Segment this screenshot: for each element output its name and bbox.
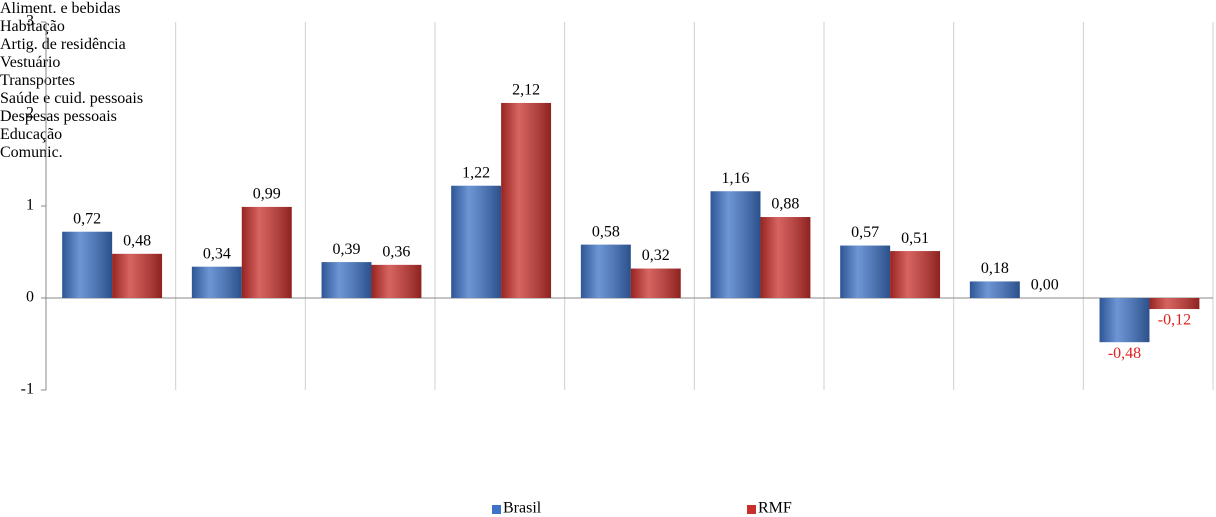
x-tick-label: Comunic. <box>0 144 63 161</box>
bar-shade <box>371 264 422 298</box>
y-tick-label: 3 <box>26 13 34 30</box>
value-label: 0,99 <box>253 186 281 203</box>
bar-shade <box>969 281 1020 298</box>
x-tick-label: Artig. de residência <box>0 36 126 53</box>
value-label: 0,51 <box>901 230 929 247</box>
value-label: 0,36 <box>382 244 410 261</box>
x-tick-label: Educação <box>0 126 63 143</box>
value-label: 2,12 <box>512 82 540 99</box>
x-tick-label: Habitação <box>0 18 65 35</box>
bar-shade <box>241 206 292 298</box>
x-tick-label: Despesas pessoais <box>0 108 117 125</box>
x-tick-label: Vestuário <box>0 54 61 71</box>
value-label: 0,72 <box>73 210 101 227</box>
value-label: 0,34 <box>203 245 231 262</box>
value-label: 0,00 <box>1031 277 1059 294</box>
value-label: 1,22 <box>462 164 490 181</box>
legend-label: Brasil <box>503 500 542 517</box>
value-label: 0,58 <box>592 223 620 240</box>
value-label: -0,12 <box>1158 312 1191 329</box>
bar-shade <box>191 266 242 298</box>
value-label: 1,16 <box>722 170 750 187</box>
x-tick-label: Aliment. e bebidas <box>0 0 121 17</box>
value-label: 0,32 <box>642 247 670 264</box>
bar-shade <box>710 191 761 298</box>
y-tick-label: -1 <box>21 381 34 398</box>
bar-shade <box>580 244 631 298</box>
bar-shade <box>760 217 811 298</box>
value-label: 0,88 <box>771 196 799 213</box>
value-label: 0,57 <box>851 224 879 241</box>
bar-shade <box>890 251 941 298</box>
y-tick-label: 2 <box>26 105 34 122</box>
legend-swatch <box>747 505 756 514</box>
value-label: 0,18 <box>981 260 1009 277</box>
bar-shade <box>1099 298 1150 343</box>
x-tick-label: Transportes <box>0 72 75 89</box>
y-tick-label: 0 <box>26 289 34 306</box>
y-tick-label: 1 <box>26 197 34 214</box>
legend-label: RMF <box>758 500 792 517</box>
value-label: 0,39 <box>333 241 361 258</box>
bar-shade <box>451 185 502 298</box>
bar-shade <box>630 268 681 298</box>
x-tick-label: Saúde e cuid. pessoais <box>0 90 144 107</box>
legend-swatch <box>492 505 501 514</box>
bar-shade <box>840 245 891 298</box>
bar-shade <box>112 253 163 298</box>
value-label: -0,48 <box>1108 345 1141 362</box>
value-label: 0,48 <box>123 233 151 250</box>
bar-shade <box>1149 298 1200 310</box>
bar-shade <box>62 231 113 298</box>
bar-shade <box>501 102 552 299</box>
bar-shade <box>321 262 372 298</box>
